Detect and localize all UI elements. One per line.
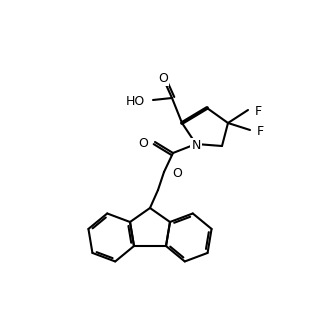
Text: HO: HO: [126, 95, 145, 108]
Text: O: O: [172, 167, 182, 180]
Text: O: O: [158, 72, 168, 85]
Text: N: N: [191, 139, 201, 152]
Text: F: F: [257, 125, 264, 138]
Text: O: O: [138, 137, 148, 150]
Text: F: F: [255, 105, 262, 118]
